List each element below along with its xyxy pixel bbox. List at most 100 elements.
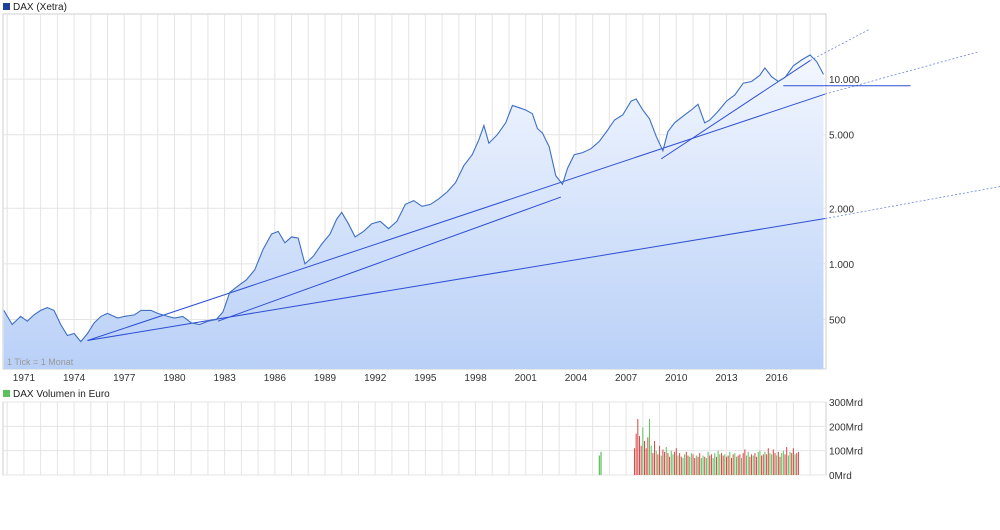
- volume-bar: [704, 456, 706, 475]
- x-tick-label: 1986: [264, 373, 287, 384]
- x-tick-label: 1971: [13, 373, 36, 384]
- price-y-tick-label: 5.000: [829, 131, 854, 142]
- volume-bar: [739, 454, 741, 475]
- volume-bar: [692, 454, 694, 475]
- trendline-extension: [825, 51, 978, 95]
- volume-bar: [712, 457, 714, 475]
- volume-bar: [635, 433, 637, 475]
- x-tick-label: 1998: [464, 373, 487, 384]
- price-legend-label: DAX (Xetra): [13, 2, 67, 13]
- volume-bar: [719, 454, 721, 475]
- volume-bar: [672, 454, 674, 475]
- volume-bar: [727, 455, 729, 475]
- volume-bar: [729, 451, 731, 475]
- x-tick-label: 1974: [63, 373, 86, 384]
- trendline-extension: [825, 186, 1000, 219]
- volume-bar: [642, 427, 644, 475]
- volume-bar: [764, 451, 766, 475]
- volume-bar: [782, 450, 784, 475]
- volume-bar: [730, 457, 732, 475]
- volume-bar: [736, 456, 738, 475]
- volume-bar: [598, 455, 600, 475]
- volume-bar: [690, 453, 692, 475]
- volume-bar: [714, 453, 716, 475]
- trendline: [217, 196, 562, 322]
- volume-bar: [724, 454, 726, 475]
- volume-bar: [694, 457, 696, 475]
- volume-bar: [774, 453, 776, 475]
- x-tick-label: 1977: [113, 373, 136, 384]
- volume-bar: [664, 451, 666, 475]
- volume-y-tick-label: 300Mrd: [829, 398, 863, 409]
- volume-bar: [732, 454, 734, 475]
- volume-bar: [794, 454, 796, 475]
- volume-bars: [598, 419, 799, 475]
- volume-bar: [791, 453, 793, 475]
- volume-bar: [662, 449, 664, 475]
- volume-bar: [655, 450, 657, 475]
- x-tick-label: 2004: [565, 373, 588, 384]
- volume-bar: [746, 455, 748, 475]
- volume-bar: [762, 454, 764, 475]
- volume-bar: [786, 447, 788, 475]
- price-y-tick-label: 10.000: [829, 75, 860, 86]
- volume-bar: [772, 449, 774, 475]
- volume-bar: [667, 453, 669, 475]
- volume-bar: [660, 455, 662, 475]
- trendline: [87, 93, 826, 341]
- volume-bar: [767, 448, 769, 475]
- volume-grid: [3, 401, 826, 476]
- x-tick-label: 1989: [314, 373, 337, 384]
- volume-bar: [657, 454, 659, 475]
- price-legend-swatch: [3, 3, 10, 10]
- volume-bar: [645, 448, 647, 475]
- volume-bar: [659, 445, 661, 475]
- volume-bar: [677, 455, 679, 475]
- volume-bar: [776, 455, 778, 475]
- volume-bar: [682, 457, 684, 475]
- volume-bar: [675, 448, 677, 475]
- volume-bar: [722, 455, 724, 475]
- volume-bar: [769, 453, 771, 475]
- volume-bar: [784, 454, 786, 475]
- volume-bar: [757, 451, 759, 475]
- volume-panel: DAX Volumen in Euro 0Mrd 100Mrd 200Mrd 300M…: [2, 389, 863, 482]
- volume-bar: [737, 455, 739, 475]
- volume-bar: [779, 456, 781, 475]
- volume-bar: [684, 454, 686, 475]
- volume-bar: [759, 450, 761, 475]
- volume-bar: [697, 456, 699, 475]
- x-tick-label: 2013: [715, 373, 738, 384]
- volume-bar: [715, 456, 717, 475]
- volume-plot-frame: [2, 401, 827, 476]
- volume-bar: [670, 450, 672, 475]
- volume-bar: [796, 453, 798, 475]
- price-panel: DAX (Xetra) 500 1.000 2.000 5.000 10.000 1 T…: [2, 2, 1000, 384]
- volume-bar: [647, 437, 649, 475]
- x-tick-label: 1980: [163, 373, 186, 384]
- price-line: [3, 54, 824, 343]
- volume-bar: [741, 457, 743, 475]
- volume-bar: [777, 451, 779, 475]
- volume-bar: [702, 455, 704, 475]
- volume-bar: [754, 453, 756, 475]
- x-tick-label: 1992: [364, 373, 387, 384]
- volume-bar: [749, 456, 751, 475]
- volume-bar: [717, 450, 719, 475]
- x-tick-label: 1995: [414, 373, 437, 384]
- volume-y-tick-label: 200Mrd: [829, 422, 863, 433]
- volume-bar: [652, 453, 654, 475]
- volume-bar: [654, 440, 656, 475]
- volume-bar: [644, 440, 646, 475]
- volume-bar: [734, 453, 736, 475]
- volume-bar: [751, 454, 753, 475]
- volume-bar: [787, 455, 789, 475]
- trendline-extension: [809, 29, 869, 61]
- price-area: [3, 55, 824, 369]
- x-tick-label: 2001: [515, 373, 538, 384]
- price-y-tick-label: 2.000: [829, 204, 854, 215]
- volume-bar: [720, 453, 722, 475]
- volume-bar: [649, 419, 651, 475]
- volume-bar: [756, 456, 758, 475]
